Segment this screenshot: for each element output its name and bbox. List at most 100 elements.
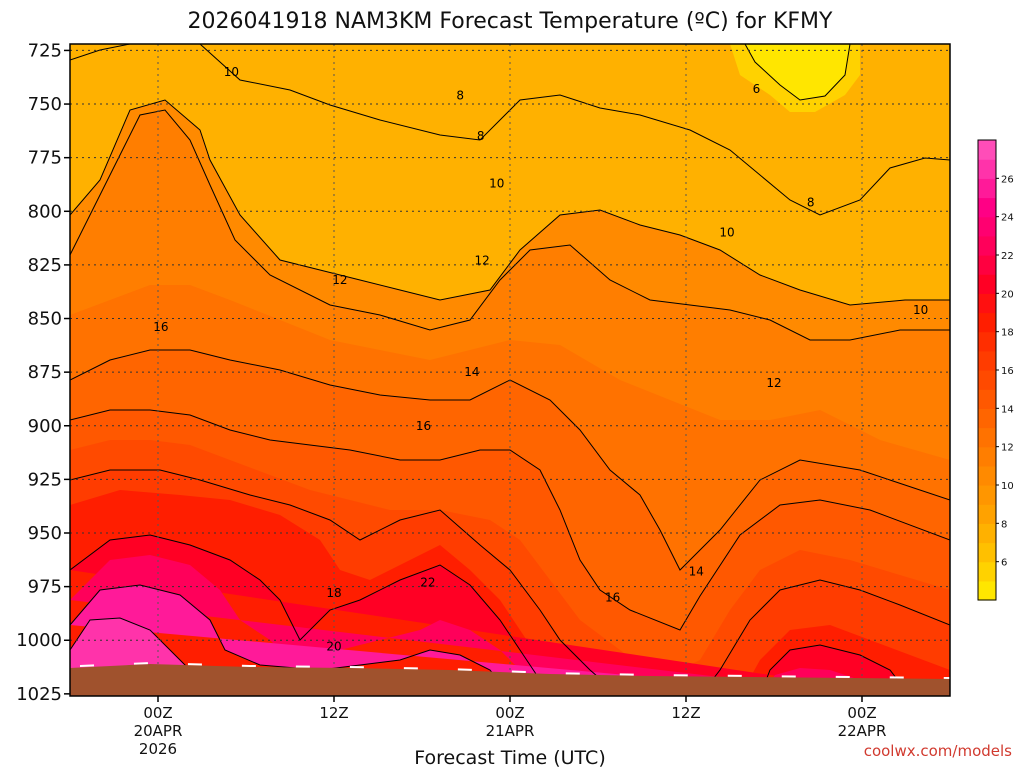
- colorbar-swatch: [978, 427, 996, 448]
- contour-label: 22: [420, 575, 435, 589]
- x-tick-label: 22APR: [838, 722, 887, 740]
- x-tick-label: 12Z: [319, 704, 348, 722]
- colorbar-label: 6: [1001, 558, 1007, 569]
- colorbar-swatch: [978, 159, 996, 179]
- contour-label: 8: [807, 196, 815, 210]
- chart-title: 2026041918 NAM3KM Forecast Temperature (…: [188, 9, 833, 34]
- y-tick-label: 1000: [16, 630, 62, 651]
- contour-lines: [70, 44, 950, 696]
- colorbar-swatch: [978, 140, 996, 160]
- colorbar-swatch: [978, 504, 996, 524]
- y-tick-label: 900: [28, 416, 62, 437]
- colorbar-swatch: [978, 523, 996, 544]
- colorbar: 6 8 10 12 14 16 18 20 22 24 26: [977, 139, 1014, 601]
- y-axis: 725 750 775 800 825 850 875 900 925 950 975 1000 102…: [16, 40, 70, 705]
- colorbar-label: 10: [1001, 481, 1014, 492]
- colorbar-swatch: [978, 216, 996, 237]
- colorbar-swatch: [978, 561, 996, 582]
- contour-label: 8: [456, 88, 464, 102]
- colorbar-swatch: [978, 312, 996, 333]
- terrain-surface: [70, 664, 950, 696]
- y-tick-label: 775: [28, 148, 62, 169]
- x-tick-label: 21APR: [486, 722, 535, 740]
- colorbar-swatch: [978, 331, 996, 352]
- colorbar-swatch: [978, 235, 996, 256]
- field-band-19: [70, 535, 910, 696]
- colorbar-label: 24: [1001, 213, 1014, 224]
- contour-label: 18: [326, 586, 341, 600]
- colorbar-label: 14: [1001, 404, 1014, 415]
- terrain-edge: [79, 661, 950, 679]
- colorbar-swatch: [978, 274, 996, 294]
- contour-label: 12: [766, 376, 781, 390]
- x-tick-label: 20APR: [134, 722, 183, 740]
- colorbar-label: 20: [1001, 289, 1014, 300]
- contour-label: 16: [605, 590, 620, 604]
- contour-24: [70, 617, 191, 671]
- colorbar-swatch: [978, 197, 996, 218]
- y-tick-label: 1025: [16, 684, 62, 705]
- contour-label: 10: [489, 176, 504, 190]
- x-tick-label: 2026: [139, 740, 177, 758]
- y-tick-label: 925: [28, 469, 62, 490]
- colorbar-swatch: [978, 485, 996, 505]
- contour-18: [70, 469, 950, 696]
- colorbar-swatch: [978, 408, 996, 429]
- contour-label: 14: [464, 365, 479, 379]
- contour-12: [70, 109, 950, 341]
- contour-16: [70, 409, 950, 631]
- colorbar-label: 16: [1001, 366, 1014, 377]
- contour-label: 8: [477, 129, 485, 143]
- contour-labels: 6 8 8 8 10 10 10 10 12 12 12 14 14 16 16 16 18 20 22: [153, 65, 928, 654]
- y-tick-label: 750: [28, 94, 62, 115]
- y-tick-label: 800: [28, 201, 62, 222]
- x-tick-label: 12Z: [671, 704, 700, 722]
- colorbar-label: 12: [1001, 443, 1014, 454]
- contour-10: [70, 99, 950, 306]
- contour-label: 12: [474, 254, 489, 268]
- colorbar-swatch: [978, 178, 996, 199]
- y-tick-label: 975: [28, 577, 62, 598]
- colorbar-label: 26: [1001, 174, 1014, 185]
- y-tick-label: 825: [28, 255, 62, 276]
- contour-label: 16: [153, 320, 168, 334]
- colorbar-swatch: [978, 255, 996, 275]
- contour-label: 20: [326, 640, 341, 654]
- colorbar-swatch: [978, 389, 996, 409]
- colorbar-label: 8: [1001, 519, 1007, 530]
- contour-label: 12: [332, 273, 347, 287]
- x-tick-label: 00Z: [847, 704, 876, 722]
- colorbar-label: 22: [1001, 251, 1014, 262]
- contour-6: [744, 44, 851, 101]
- credit-link[interactable]: coolwx.com/models: [864, 742, 1012, 760]
- colorbar-swatch: [978, 446, 996, 467]
- colorbar-label: 18: [1001, 328, 1014, 339]
- x-tick-label: 00Z: [495, 704, 524, 722]
- contour-label: 6: [753, 82, 761, 96]
- y-tick-label: 950: [28, 523, 62, 544]
- colorbar-swatch: [978, 465, 996, 486]
- contour-20: [70, 534, 911, 696]
- y-tick-label: 875: [28, 362, 62, 383]
- field-band-6: [745, 44, 850, 100]
- y-tick-label: 850: [28, 309, 62, 330]
- contour-label: 10: [913, 303, 928, 317]
- colorbar-swatch: [978, 293, 996, 314]
- colorbar-swatch: [978, 370, 996, 390]
- x-tick-label: 00Z: [143, 704, 172, 722]
- plot-field: [70, 44, 950, 696]
- contour-14: [70, 349, 950, 571]
- field-band-21: [70, 585, 860, 696]
- contour-label: 16: [416, 419, 431, 433]
- y-tick-label: 725: [28, 40, 62, 61]
- colorbar-swatch: [978, 580, 996, 601]
- x-axis-label: Forecast Time (UTC): [414, 747, 605, 768]
- contour-label: 10: [224, 65, 239, 79]
- grid-lines: [70, 44, 950, 696]
- colorbar-swatch: [978, 350, 996, 371]
- colorbar-swatch: [978, 542, 996, 563]
- contour-label: 14: [689, 565, 704, 579]
- contour-label: 10: [719, 226, 734, 240]
